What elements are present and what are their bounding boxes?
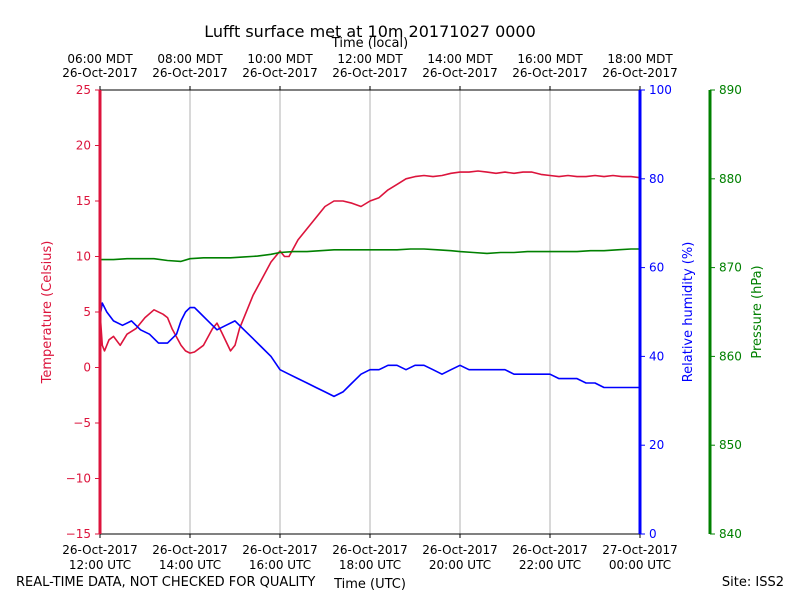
top-axis-label: Time (local) (331, 36, 408, 51)
x-axis-label: Time (UTC) (333, 577, 406, 592)
top-tick-time: 12:00 MDT (337, 52, 403, 66)
temperature-tick-label: 20 (76, 139, 91, 153)
chart-title: Lufft surface met at 10m 20171027 0000 (204, 22, 536, 41)
grid-lines (189, 90, 551, 534)
temperature-tick-label: −10 (66, 472, 91, 486)
x-tick-date: 26-Oct-2017 (422, 543, 498, 557)
temperature-tick-label: 0 (83, 361, 91, 375)
top-tick-date: 26-Oct-2017 (512, 66, 588, 80)
temperature-tick-label: −5 (73, 416, 91, 430)
top-tick-time: 06:00 MDT (67, 52, 133, 66)
x-tick-date: 26-Oct-2017 (62, 543, 138, 557)
site-label: Site: ISS2 (721, 575, 784, 590)
temperature-tick-label: 5 (83, 305, 91, 319)
pressure-tick-label: 840 (719, 527, 742, 541)
x-tick-time: 12:00 UTC (69, 558, 131, 572)
temperature-tick-label: 10 (76, 250, 91, 264)
x-tick-time: 18:00 UTC (339, 558, 401, 572)
x-tick-time: 22:00 UTC (519, 558, 581, 572)
temperature-axis-label: Temperature (Celsius) (40, 241, 55, 385)
x-tick-time: 00:00 UTC (609, 558, 671, 572)
pressure-tick-label: 860 (719, 349, 742, 363)
pressure-tick-label: 880 (719, 172, 742, 186)
relative-humidity-line (99, 302, 640, 398)
x-tick-date: 27-Oct-2017 (602, 543, 678, 557)
x-tick-date: 26-Oct-2017 (512, 543, 588, 557)
pressure-line (100, 248, 640, 263)
top-tick-time: 10:00 MDT (247, 52, 313, 66)
top-tick-date: 26-Oct-2017 (332, 66, 408, 80)
top-tick-date: 26-Oct-2017 (242, 66, 318, 80)
x-tick-time: 20:00 UTC (429, 558, 491, 572)
humidity-tick-label: 40 (649, 349, 664, 363)
humidity-tick-label: 0 (649, 527, 657, 541)
temperature-tick-label: −15 (66, 527, 91, 541)
x-tick-date: 26-Oct-2017 (242, 543, 318, 557)
temperature-tick-label: 25 (76, 83, 91, 97)
humidity-tick-label: 20 (649, 438, 664, 452)
pressure-tick-label: 890 (719, 83, 742, 97)
top-tick-time: 16:00 MDT (517, 52, 583, 66)
top-tick-time: 08:00 MDT (157, 52, 223, 66)
humidity-axis-label: Relative humidity (%) (681, 242, 696, 383)
humidity-tick-label: 100 (649, 83, 672, 97)
temperature-line (99, 170, 641, 354)
quality-disclaimer: REAL-TIME DATA, NOT CHECKED FOR QUALITY (16, 575, 316, 590)
x-tick-time: 14:00 UTC (159, 558, 221, 572)
top-tick-date: 26-Oct-2017 (152, 66, 228, 80)
x-tick-date: 26-Oct-2017 (332, 543, 408, 557)
top-tick-date: 26-Oct-2017 (602, 66, 678, 80)
pressure-axis-label: Pressure (hPa) (750, 265, 765, 358)
pressure-tick-label: 870 (719, 261, 742, 275)
top-tick-time: 18:00 MDT (607, 52, 673, 66)
plot-series (99, 170, 641, 398)
pressure-tick-label: 850 (719, 438, 742, 452)
x-tick-time: 16:00 UTC (249, 558, 311, 572)
top-tick-date: 26-Oct-2017 (62, 66, 138, 80)
temperature-tick-label: 15 (76, 194, 91, 208)
humidity-tick-label: 80 (649, 172, 664, 186)
top-tick-time: 14:00 MDT (427, 52, 493, 66)
humidity-tick-label: 60 (649, 261, 664, 275)
x-tick-date: 26-Oct-2017 (152, 543, 228, 557)
top-tick-date: 26-Oct-2017 (422, 66, 498, 80)
